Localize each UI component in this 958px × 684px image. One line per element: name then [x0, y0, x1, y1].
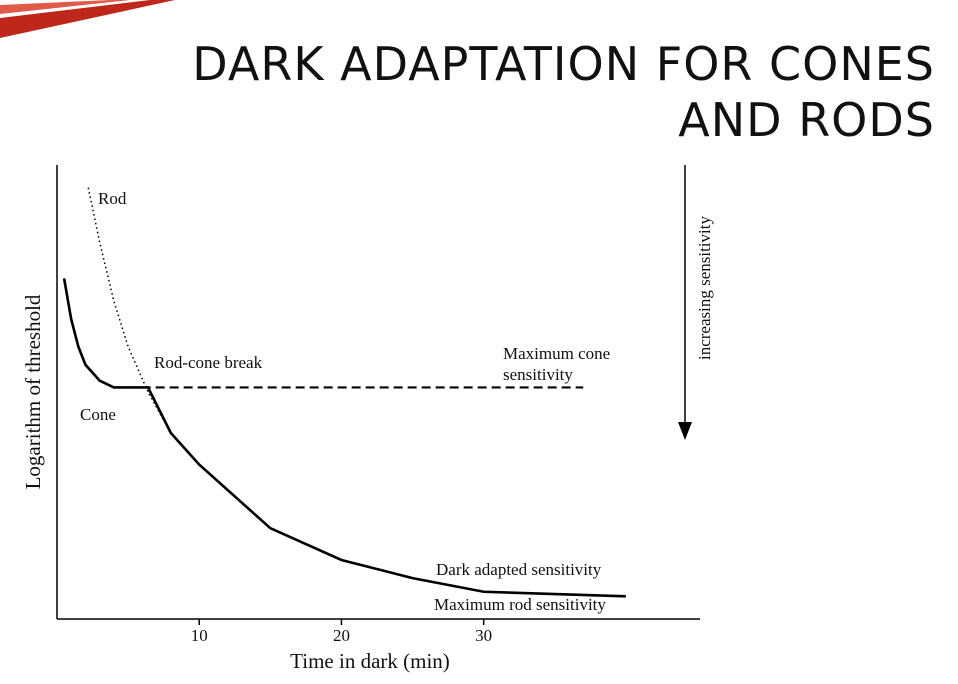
- series-label: Cone: [80, 405, 116, 424]
- chart-title: AND RODS: [678, 93, 935, 147]
- side-label: increasing sensitivity: [695, 216, 714, 361]
- x-tick-label: 30: [475, 626, 492, 645]
- series-line: [62, 278, 626, 598]
- arrow-head: [678, 422, 692, 440]
- series-label: Rod: [98, 189, 127, 208]
- annotation: Maximum cone: [503, 344, 610, 363]
- x-tick-label: 20: [333, 626, 350, 645]
- y-axis-label: Logarithm of threshold: [21, 294, 45, 489]
- chart-title: DARK ADAPTATION FOR CONES: [192, 37, 935, 91]
- annotation: Maximum rod sensitivity: [434, 595, 606, 614]
- annotation: Rod-cone break: [154, 353, 263, 372]
- series-line: [87, 187, 626, 598]
- annotation: sensitivity: [503, 365, 573, 384]
- x-tick-label: 10: [191, 626, 208, 645]
- x-axis-label: Time in dark (min): [290, 649, 450, 673]
- decor-stripe: [0, 0, 130, 14]
- decor-stripe: [0, 0, 175, 38]
- series-label: Dark adapted sensitivity: [436, 560, 602, 579]
